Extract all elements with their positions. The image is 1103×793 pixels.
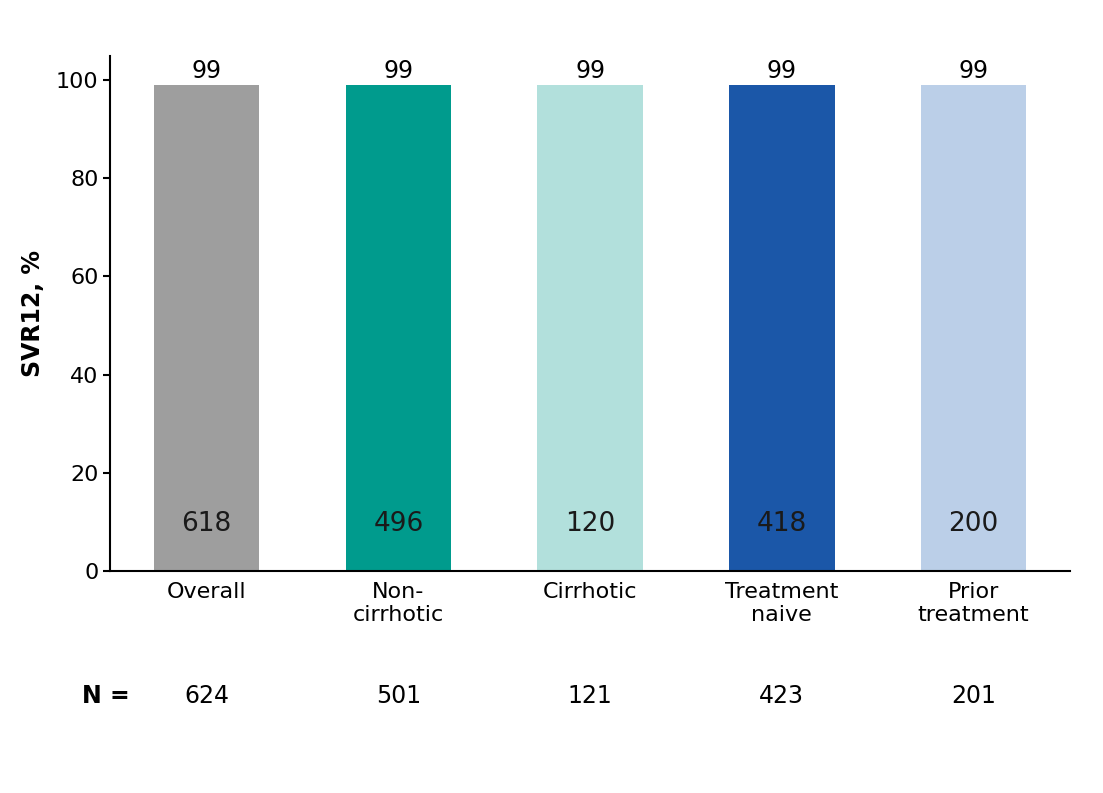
Text: 201: 201	[951, 684, 996, 708]
Bar	[154, 85, 259, 571]
Text: 496: 496	[373, 511, 424, 537]
Text: 99: 99	[959, 59, 988, 82]
Text: 99: 99	[767, 59, 796, 82]
Text: 618: 618	[182, 511, 232, 537]
Bar	[345, 85, 451, 571]
Text: 99: 99	[192, 59, 222, 82]
Text: 501: 501	[376, 684, 421, 708]
Text: 418: 418	[757, 511, 807, 537]
Text: 200: 200	[949, 511, 998, 537]
Text: 99: 99	[575, 59, 606, 82]
Text: 423: 423	[759, 684, 804, 708]
Bar	[729, 85, 835, 571]
Bar	[537, 85, 643, 571]
Text: N =: N =	[82, 684, 130, 708]
Text: 120: 120	[565, 511, 615, 537]
Y-axis label: SVR12, %: SVR12, %	[21, 250, 45, 377]
Text: 99: 99	[384, 59, 414, 82]
Text: 624: 624	[184, 684, 229, 708]
Text: 121: 121	[568, 684, 612, 708]
Bar	[921, 85, 1026, 571]
